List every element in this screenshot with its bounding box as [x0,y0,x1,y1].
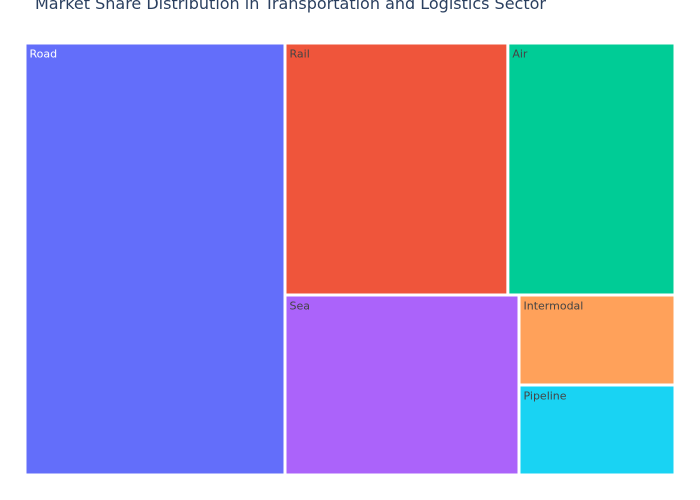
tile-rail[interactable]: Rail [286,44,507,294]
tile-rect-road [26,44,284,474]
tile-rect-intermodal [520,296,674,384]
tile-sea[interactable]: Sea [286,296,518,474]
tile-rect-air [509,44,674,294]
tile-label-road: Road [30,48,58,61]
tile-rect-rail [286,44,507,294]
tile-label-pipeline: Pipeline [524,390,567,403]
tile-rect-sea [286,296,518,474]
tile-road[interactable]: Road [26,44,284,474]
tile-label-intermodal: Intermodal [524,300,584,313]
tile-intermodal[interactable]: Intermodal [520,296,674,384]
tile-label-sea: Sea [290,300,311,313]
tile-air[interactable]: Air [509,44,674,294]
tile-rect-pipeline [520,386,674,474]
tile-label-air: Air [512,48,528,61]
tile-pipeline[interactable]: Pipeline [520,386,674,474]
chart-title: Market Share Distribution in Transportat… [35,0,546,13]
tile-label-rail: Rail [290,48,310,61]
